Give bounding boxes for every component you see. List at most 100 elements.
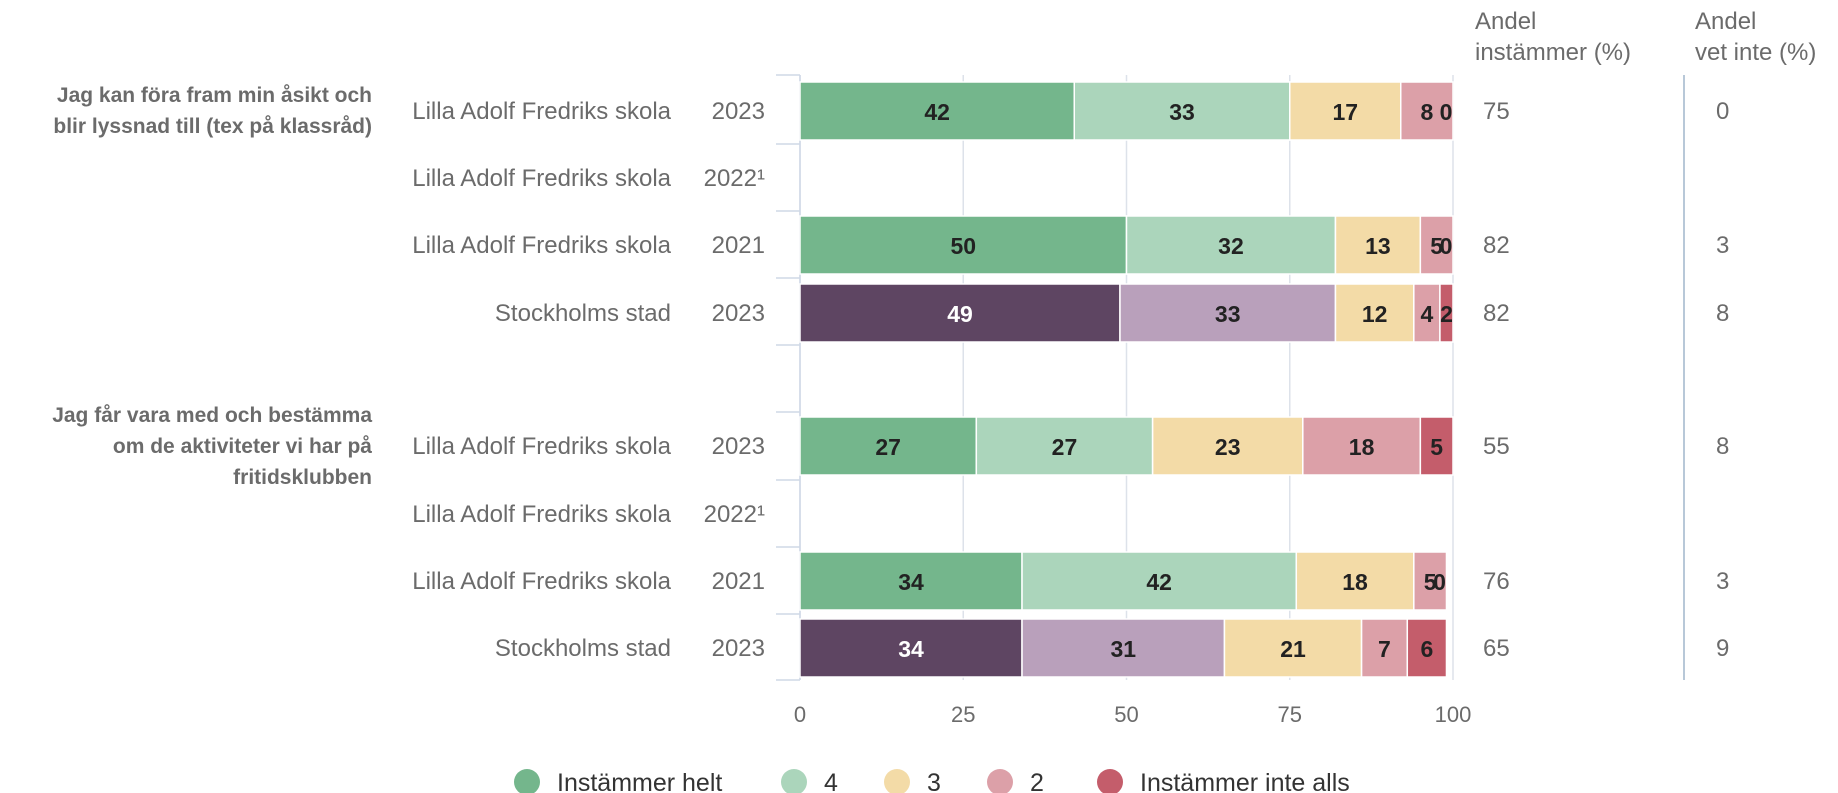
bar-segment — [1360, 618, 1409, 678]
bar-value-label: 34 — [898, 569, 924, 595]
bar-segment — [1400, 81, 1454, 141]
bar-value-label: 42 — [1146, 569, 1172, 595]
row-year-label: 2023 — [712, 433, 765, 460]
bar-segment — [1419, 416, 1454, 476]
row-unit-label: Lilla Adolf Fredriks skola — [412, 433, 671, 460]
dontknow-header-line2: vet inte (%) — [1695, 39, 1817, 66]
row-year-label: 2023 — [712, 98, 765, 125]
bar-value-label: 34 — [898, 636, 924, 662]
bar-segment — [1289, 81, 1402, 141]
bar-value-label: 5 — [1430, 434, 1443, 460]
bar-value-label: 18 — [1349, 434, 1375, 460]
bar-value-label: 33 — [1215, 301, 1241, 327]
bar-value-label: 23 — [1215, 434, 1241, 460]
bar-value-label: 5 — [1430, 233, 1443, 259]
bar-value-label: 0 — [1433, 569, 1446, 595]
row-year-label: 2023 — [712, 635, 765, 662]
row-unit-label: Lilla Adolf Fredriks skola — [412, 501, 671, 528]
bar-value-label: 6 — [1420, 636, 1433, 662]
row-year-label: 2022¹ — [704, 501, 765, 528]
dontknow-share-value: 3 — [1716, 568, 1729, 595]
bar-segment — [1021, 618, 1226, 678]
bar-value-label: 12 — [1362, 301, 1388, 327]
agree-share-value: 82 — [1483, 300, 1510, 327]
bar-value-label: 32 — [1218, 233, 1244, 259]
dontknow-header-line1: Andel — [1695, 8, 1757, 35]
dontknow-share-header: Andel vet inte (%) — [1695, 6, 1816, 68]
row-year-label: 2022¹ — [704, 165, 765, 192]
bar-value-label: 0 — [1440, 99, 1453, 125]
question-2-line1: Jag får vara med och bestämma — [52, 404, 372, 427]
row-year-label: 2023 — [712, 300, 765, 327]
legend-marker — [781, 769, 807, 793]
bar-value-label: 33 — [1169, 99, 1195, 125]
question-1-line2: blir lyssnad till (tex på klassråd) — [53, 115, 372, 138]
question-1-label: Jag kan föra fram min åsikt och blir lys… — [0, 80, 372, 142]
dontknow-share-value: 3 — [1716, 232, 1729, 259]
agree-header-line1: Andel — [1475, 8, 1537, 35]
bar-segment — [1119, 283, 1337, 343]
legend-label: 3 — [927, 769, 941, 793]
bar-value-label: 18 — [1342, 569, 1368, 595]
agree-header-line2: instämmer (%) — [1475, 39, 1632, 66]
dontknow-share-value: 0 — [1716, 98, 1729, 125]
row-unit-label: Stockholms stad — [495, 635, 671, 662]
dontknow-share-value: 8 — [1716, 300, 1729, 327]
bar-value-label: 27 — [875, 434, 901, 460]
agree-share-value: 76 — [1483, 568, 1510, 595]
legend-label: 2 — [1030, 769, 1044, 793]
bar-value-label: 50 — [950, 233, 976, 259]
bar-segment — [1334, 215, 1422, 275]
question-2-line2: om de aktiviteter vi har på — [112, 435, 372, 458]
bar-value-label: 4 — [1420, 301, 1433, 327]
x-tick-label: 75 — [1278, 702, 1302, 727]
bar-segment — [1295, 551, 1415, 611]
bar-segment — [1413, 551, 1448, 611]
legend-label: Instämmer inte alls — [1140, 769, 1350, 793]
legend-marker — [987, 769, 1013, 793]
legend-marker — [514, 769, 540, 793]
agree-share-value: 75 — [1483, 98, 1510, 125]
bar-value-label: 7 — [1378, 636, 1391, 662]
bar-segment — [1073, 81, 1291, 141]
bar-value-label: 31 — [1110, 636, 1136, 662]
bar-value-label: 49 — [947, 301, 973, 327]
bar-segment — [1413, 283, 1441, 343]
legend-marker — [1097, 769, 1123, 793]
x-tick-label: 50 — [1114, 702, 1138, 727]
bar-segment — [1419, 215, 1454, 275]
row-unit-label: Stockholms stad — [495, 300, 671, 327]
legend-label: 4 — [824, 769, 838, 793]
bar-segment — [1151, 416, 1304, 476]
dontknow-share-value: 9 — [1716, 635, 1729, 662]
row-year-label: 2021 — [712, 232, 765, 259]
agree-share-value: 65 — [1483, 635, 1510, 662]
bar-value-label: 21 — [1280, 636, 1306, 662]
agree-share-value: 82 — [1483, 232, 1510, 259]
legend-marker — [884, 769, 910, 793]
dontknow-share-value: 8 — [1716, 433, 1729, 460]
bar-segment — [799, 416, 978, 476]
bar-value-label: 17 — [1332, 99, 1358, 125]
bar-segment — [1125, 215, 1337, 275]
bar-value-label: 5 — [1424, 569, 1437, 595]
row-unit-label: Lilla Adolf Fredriks skola — [412, 98, 671, 125]
row-year-label: 2021 — [712, 568, 765, 595]
x-tick-label: 100 — [1435, 702, 1472, 727]
bar-value-label: 2 — [1440, 301, 1453, 327]
x-tick-label: 25 — [951, 702, 975, 727]
question-2-label: Jag får vara med och bestämma om de akti… — [0, 400, 372, 493]
legend-label: Instämmer helt — [557, 769, 722, 793]
row-unit-label: Lilla Adolf Fredriks skola — [412, 232, 671, 259]
bar-segment — [1223, 618, 1363, 678]
bar-segment — [799, 215, 1128, 275]
x-tick-label: 0 — [794, 702, 806, 727]
question-1-line1: Jag kan föra fram min åsikt och — [56, 84, 372, 107]
row-unit-label: Lilla Adolf Fredriks skola — [412, 568, 671, 595]
bar-value-label: 0 — [1440, 233, 1453, 259]
bar-value-label: 27 — [1052, 434, 1078, 460]
bar-value-label: 42 — [924, 99, 950, 125]
bar-value-label: 8 — [1420, 99, 1433, 125]
bar-segment — [1406, 618, 1448, 678]
